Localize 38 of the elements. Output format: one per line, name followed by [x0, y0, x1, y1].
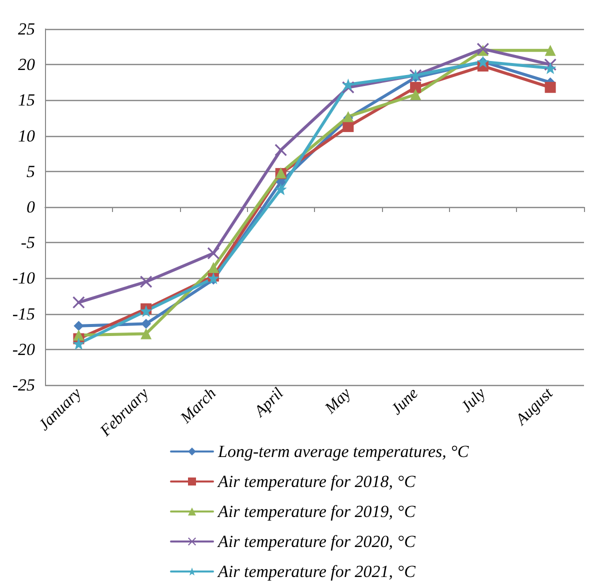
point	[73, 330, 84, 341]
y-tick-label: 20	[18, 55, 36, 74]
x-tick-label: June	[388, 384, 422, 418]
y-tick-label: -10	[12, 268, 36, 288]
y-tick-label: 0	[26, 198, 36, 216]
point	[140, 328, 152, 340]
y-tick-label: 15	[18, 90, 35, 110]
legend-label: Air temperature for 2019, °C	[217, 502, 416, 521]
y-tick-label: 5	[26, 162, 35, 181]
x-tick-label: May	[321, 384, 355, 418]
point	[544, 82, 556, 93]
point	[140, 304, 152, 317]
point	[207, 247, 220, 260]
point	[274, 144, 287, 156]
y-tick-label: 25	[18, 20, 35, 38]
point	[274, 183, 287, 196]
point	[140, 276, 152, 288]
y-tick-label: 10	[18, 126, 36, 146]
point	[208, 262, 219, 274]
legend-label: Air temperature for 2018, °C	[217, 472, 416, 491]
point	[410, 82, 422, 93]
point	[410, 89, 422, 100]
point	[544, 44, 556, 56]
y-tick-label: -5	[20, 233, 35, 252]
point	[342, 78, 354, 91]
point	[544, 62, 556, 74]
y-tick-label: -15	[12, 304, 35, 324]
point	[141, 318, 152, 329]
y-tick-label: -20	[12, 340, 36, 359]
y-tick-label: -25	[12, 376, 35, 394]
legend-label: Long-term average temperatures, °C	[217, 442, 470, 461]
point	[72, 338, 85, 350]
legend-label: Air temperature for 2020, °C	[217, 532, 416, 551]
point	[342, 121, 354, 132]
point	[74, 320, 84, 331]
point	[72, 296, 85, 308]
legend-label: Air temperature for 2021, °C	[217, 562, 416, 581]
x-tick-label: July	[458, 384, 490, 416]
